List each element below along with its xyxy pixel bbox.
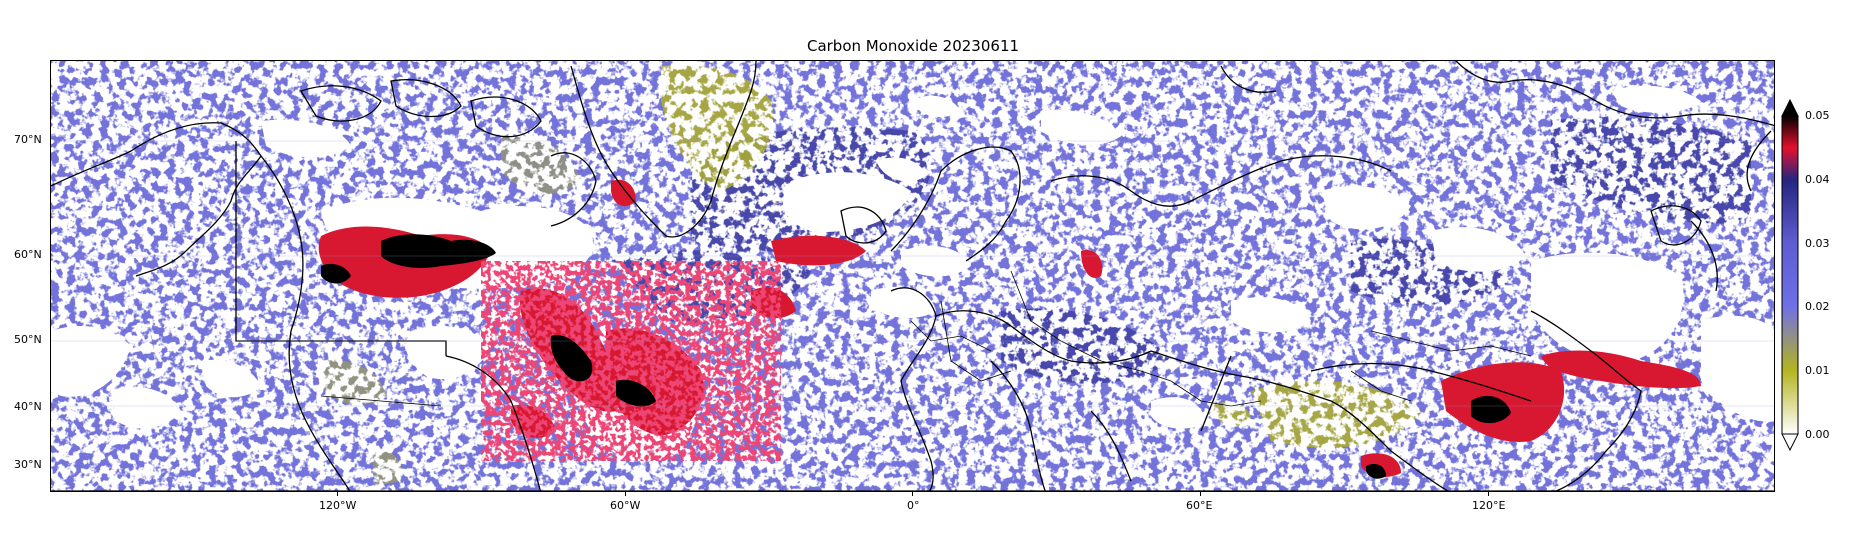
lat-tick-label: 30°N — [14, 458, 42, 471]
lon-tick-label: 120°W — [319, 499, 357, 512]
colorbar — [1781, 98, 1799, 452]
lon-tick-mark — [625, 492, 626, 496]
lon-tick-mark — [1488, 492, 1489, 496]
lon-tick-mark — [912, 492, 913, 496]
lat-tick-label: 60°N — [14, 248, 42, 261]
red-speckle — [481, 261, 781, 461]
colorbar-tick-label: 0.03 — [1805, 237, 1830, 250]
colorbar-gradient — [1781, 115, 1799, 435]
country-borders — [320, 270, 1532, 407]
map-panel — [50, 60, 1775, 492]
lon-tick-mark — [1200, 492, 1201, 496]
colorbar-tick-label: 0.04 — [1805, 173, 1830, 186]
lon-tick-label: 0° — [907, 499, 920, 512]
colorbar-tick-label: 0.01 — [1805, 364, 1830, 377]
colorbar-tick-label: 0.05 — [1805, 109, 1830, 122]
lon-tick-label: 60°W — [610, 499, 641, 512]
lat-tick-label: 40°N — [14, 400, 42, 413]
lat-tick-label: 70°N — [14, 133, 42, 146]
colorbar-extend-min — [1781, 433, 1799, 452]
colorbar-tick-label: 0.00 — [1805, 428, 1830, 441]
coastlines — [51, 61, 1774, 491]
very-high-co-cores — [321, 234, 1511, 479]
colorbar-extend-max — [1781, 98, 1799, 117]
map-title: Carbon Monoxide 20230611 — [806, 37, 1020, 55]
lat-tick-label: 50°N — [14, 333, 42, 346]
colorbar-tick-label: 0.02 — [1805, 300, 1830, 313]
lon-tick-label: 60°E — [1186, 499, 1213, 512]
lon-tick-mark — [337, 492, 338, 496]
map-canvas — [51, 61, 1774, 491]
graticule — [51, 140, 1774, 407]
lon-tick-label: 120°E — [1472, 499, 1506, 512]
